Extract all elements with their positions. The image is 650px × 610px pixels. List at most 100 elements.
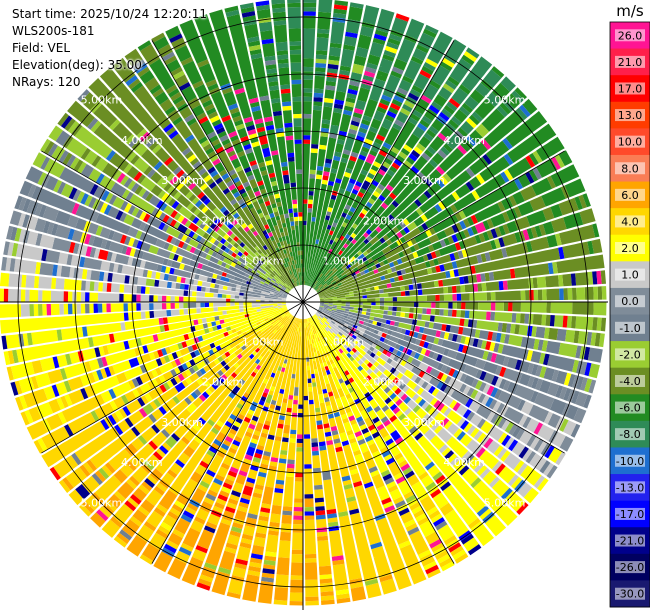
radar-gate (316, 311, 558, 479)
radar-gate (7, 350, 15, 365)
radar-gate (171, 433, 180, 442)
radar-gate (271, 3, 302, 286)
radar-gate (379, 165, 389, 173)
radar-gate (334, 100, 415, 243)
radar-gate (436, 115, 447, 125)
colorbar-tick-label: 21.0 (618, 56, 643, 69)
radar-gate (475, 123, 490, 138)
colorbar-tick-label: -4.0 (619, 375, 640, 388)
radar-gate (313, 314, 507, 537)
radar-gate (280, 88, 291, 94)
radar-gate (322, 470, 332, 481)
radar-gate (57, 112, 257, 267)
radar-gate (189, 246, 196, 254)
radar-gate (339, 235, 345, 241)
radar-gate (248, 97, 264, 125)
radar-gate (331, 257, 345, 272)
radar-gate (18, 229, 270, 295)
radar-gate (131, 378, 140, 388)
radar-gate (123, 312, 129, 321)
radar-gate (395, 398, 403, 407)
radar-gate (120, 303, 287, 331)
radar-gate (382, 349, 426, 378)
radar-gate (312, 325, 427, 585)
radar-gate (221, 87, 298, 286)
radar-gate (383, 386, 391, 394)
radar-gate (346, 264, 352, 269)
radar-gate (90, 120, 291, 292)
radar-gate (246, 406, 269, 457)
radar-gate (424, 461, 435, 471)
radar-gate (352, 270, 366, 279)
radar-gate (412, 251, 419, 259)
radar-gate (289, 319, 303, 602)
radar-gate (307, 173, 316, 213)
radar-gate (175, 317, 296, 564)
colorbar-label-bg (615, 55, 645, 68)
colorbar-tick-label: -21.0 (616, 535, 644, 548)
radar-gate (306, 322, 325, 404)
radar-gate (130, 81, 143, 93)
radar-gate (386, 47, 480, 177)
radar-gate (383, 419, 404, 445)
radar-gate (101, 190, 110, 202)
radar-gate (324, 261, 558, 300)
radar-gate (137, 377, 178, 407)
radar-gate (451, 234, 459, 243)
radar-gate (309, 317, 411, 549)
radar-gate (198, 417, 207, 425)
radar-gate (303, 280, 306, 285)
radar-gate (177, 223, 188, 234)
radar-gate (99, 67, 290, 287)
radar-gate (382, 146, 400, 169)
colorbar-label-bg (615, 348, 645, 361)
radar-gate (166, 316, 296, 550)
radar-gate (114, 382, 186, 436)
radar-gate (171, 245, 178, 253)
radar-gate (99, 314, 292, 518)
radar-gate (159, 384, 167, 393)
radar-gate (282, 170, 289, 176)
radar-gate (319, 287, 371, 300)
range-ring-label: 1.00km (242, 335, 284, 348)
radar-gate (67, 120, 290, 292)
radar-gate (243, 143, 252, 151)
radar-gate (293, 434, 303, 520)
radar-gate (41, 310, 289, 468)
radar-gate (243, 226, 250, 233)
radar-gate (8, 273, 287, 302)
radar-gate (332, 302, 607, 316)
radar-gate (425, 212, 584, 268)
radar-gate (470, 214, 479, 225)
radar-gate (349, 578, 367, 602)
radar-gate (265, 318, 302, 553)
radar-gate (151, 32, 296, 288)
radar-gate (306, 21, 375, 286)
radar-gate (324, 365, 329, 371)
radar-gate (244, 147, 259, 171)
colorbar-tick-label: -10.0 (616, 455, 644, 468)
colorbar-tick-label: 6.0 (621, 189, 639, 202)
radar-gate (394, 119, 405, 128)
radar-gate (367, 31, 453, 180)
radar-gate (235, 165, 265, 219)
radar-gate (241, 11, 256, 18)
radar-gate (318, 185, 570, 296)
radar-gate (251, 105, 261, 113)
radar-gate (414, 302, 453, 309)
radar-gate (324, 162, 332, 168)
radar-gate (324, 303, 602, 331)
radar-gate (220, 244, 227, 251)
radar-gate (321, 12, 347, 125)
radar-gate (252, 230, 259, 237)
radar-gate (312, 315, 479, 552)
radar-gate (501, 323, 601, 347)
radar-gate (414, 193, 591, 265)
radar-gate (212, 158, 236, 191)
radar-gate (143, 213, 151, 223)
radar-gate (522, 229, 530, 241)
radar-gate (315, 313, 500, 488)
radar-gate (380, 275, 386, 281)
radar-gate (307, 322, 382, 599)
radar-gate (201, 306, 278, 324)
